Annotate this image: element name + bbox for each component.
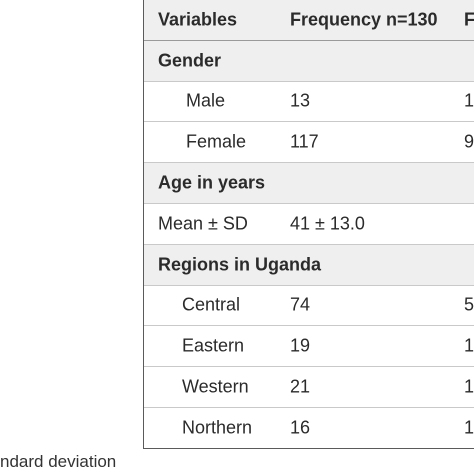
header-frequency: Frequency n=130	[290, 9, 438, 30]
row-col3: 1	[464, 376, 474, 397]
row-col3: 1	[464, 417, 474, 438]
header-col3: F	[464, 9, 474, 30]
table-header-row: Variables Frequency n=130 F	[144, 0, 474, 41]
table-row: Northern 16 1	[144, 408, 474, 448]
table-row: Western 21 1	[144, 367, 474, 408]
row-frequency: 41 ± 13.0	[290, 213, 365, 234]
row-frequency: 13	[290, 90, 311, 111]
row-col3: 1	[464, 90, 474, 111]
table-row: Male 13 1	[144, 82, 474, 123]
row-col3: 5	[464, 294, 474, 315]
section-title: Regions in Uganda	[158, 254, 322, 275]
demographics-table: Variables Frequency n=130 F Gender Male …	[143, 0, 474, 449]
table-footnote: ndard deviation	[0, 452, 117, 471]
row-label: Central	[182, 294, 241, 315]
row-label: Eastern	[182, 335, 245, 356]
row-label: Female	[186, 131, 247, 152]
section-title: Gender	[158, 50, 222, 71]
table-row: Mean ± SD 41 ± 13.0	[144, 204, 474, 245]
section-title: Age in years	[158, 172, 266, 193]
row-label: Mean ± SD	[158, 213, 248, 234]
row-frequency: 21	[290, 376, 311, 397]
table-row: Female 117 9	[144, 122, 474, 164]
row-frequency: 19	[290, 335, 311, 356]
table-row: Eastern 19 1	[144, 326, 474, 368]
row-label: Northern	[182, 417, 253, 438]
row-frequency: 74	[290, 294, 311, 315]
row-frequency: 16	[290, 417, 311, 438]
row-col3: 1	[464, 335, 474, 356]
section-row-regions: Regions in Uganda	[144, 244, 474, 286]
section-row-gender: Gender	[144, 40, 474, 82]
row-label: Male	[186, 90, 226, 111]
row-col3: 9	[464, 131, 474, 152]
header-variables: Variables	[158, 9, 238, 30]
section-row-age: Age in years	[144, 163, 474, 204]
row-frequency: 117	[290, 131, 319, 152]
row-label: Western	[182, 376, 249, 397]
table-row: Central 74 5	[144, 286, 474, 327]
